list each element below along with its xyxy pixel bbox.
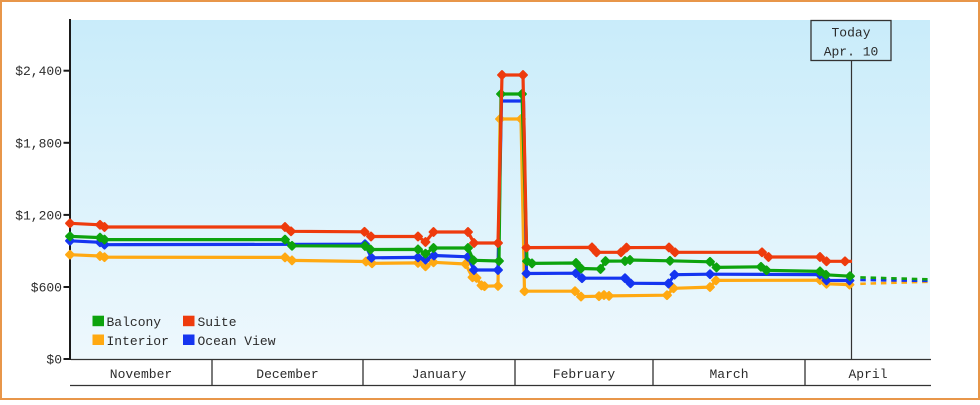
- svg-text:$1,200: $1,200: [15, 208, 62, 223]
- svg-text:$2,400: $2,400: [15, 64, 62, 79]
- svg-text:Ocean View: Ocean View: [198, 334, 276, 349]
- svg-text:Interior: Interior: [107, 334, 169, 349]
- svg-text:$1,800: $1,800: [15, 136, 62, 151]
- svg-text:February: February: [553, 367, 616, 382]
- svg-text:Balcony: Balcony: [107, 315, 162, 330]
- svg-text:$0: $0: [46, 353, 62, 368]
- svg-text:Today: Today: [831, 26, 870, 41]
- svg-text:January: January: [412, 367, 467, 382]
- svg-text:December: December: [256, 367, 318, 382]
- svg-text:November: November: [110, 367, 172, 382]
- svg-text:$600: $600: [31, 281, 62, 296]
- svg-text:March: March: [709, 367, 748, 382]
- svg-text:Apr. 10: Apr. 10: [824, 45, 879, 60]
- svg-text:Suite: Suite: [198, 315, 237, 330]
- svg-text:April: April: [848, 367, 887, 382]
